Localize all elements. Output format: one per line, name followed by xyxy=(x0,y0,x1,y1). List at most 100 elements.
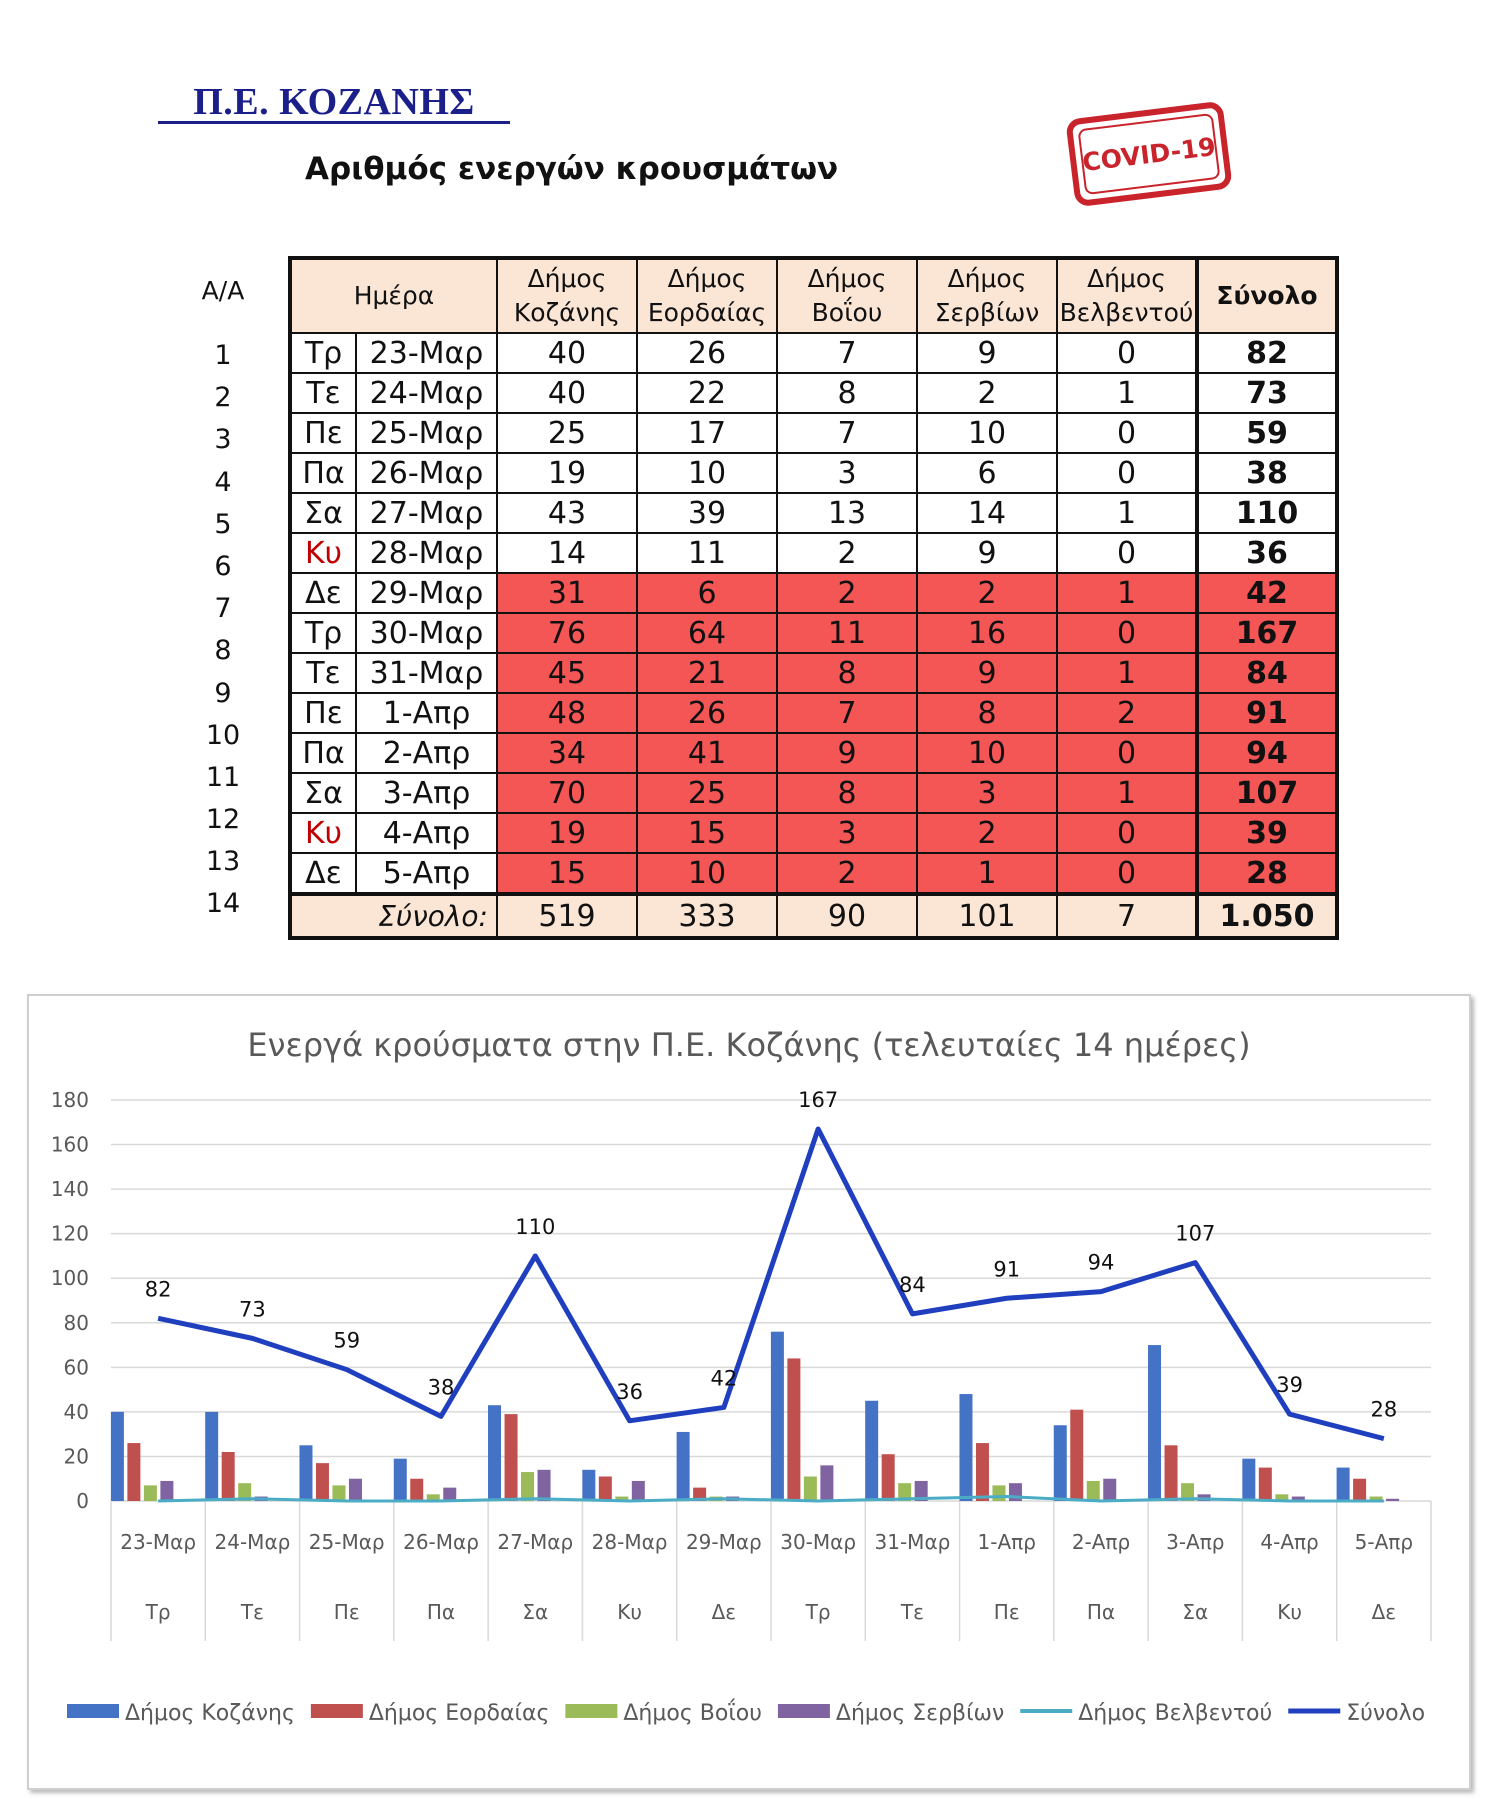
data-label: 38 xyxy=(428,1375,455,1399)
column-header: Δήμος Βελβεντού xyxy=(1056,257,1198,334)
date-cell: 2-Απρ xyxy=(355,732,498,774)
value-cell: 2 xyxy=(916,812,1058,854)
value-cell: 2 xyxy=(916,572,1058,614)
x-tick-label: 27-Μαρ xyxy=(497,1530,573,1554)
value-cell: 31 xyxy=(496,572,638,614)
y-tick-label: 40 xyxy=(64,1400,89,1424)
data-label: 39 xyxy=(1276,1373,1303,1397)
x-tick-dow: Πε xyxy=(334,1600,360,1624)
value-cell: 10 xyxy=(916,732,1058,774)
row-number: 4 xyxy=(214,466,232,498)
value-cell: 39 xyxy=(636,492,778,534)
day-of-week: Πα xyxy=(289,452,357,494)
row-total: 42 xyxy=(1195,572,1338,614)
day-of-week: Κυ xyxy=(289,812,357,854)
value-cell: 1 xyxy=(1056,652,1198,694)
bar xyxy=(881,1454,895,1501)
value-cell: 9 xyxy=(916,532,1058,574)
row-total: 38 xyxy=(1195,452,1338,494)
value-cell: 9 xyxy=(916,332,1058,374)
day-of-week: Σα xyxy=(289,492,357,534)
bar xyxy=(1181,1483,1195,1501)
x-tick-dow: Κυ xyxy=(1277,1600,1302,1624)
data-label: 84 xyxy=(899,1273,926,1297)
date-cell: 24-Μαρ xyxy=(355,372,498,414)
date-cell: 26-Μαρ xyxy=(355,452,498,494)
data-label: 94 xyxy=(1088,1251,1115,1275)
value-cell: 11 xyxy=(776,612,918,654)
row-total: 110 xyxy=(1195,492,1338,534)
day-of-week: Δε xyxy=(289,852,357,895)
x-tick-label: 29-Μαρ xyxy=(686,1530,762,1554)
bar xyxy=(1291,1496,1305,1501)
x-tick-label: 23-Μαρ xyxy=(120,1530,196,1554)
value-cell: 8 xyxy=(916,692,1058,734)
sum-cell: 101 xyxy=(916,892,1058,939)
legend-swatch xyxy=(67,1704,119,1718)
bar xyxy=(631,1480,645,1501)
value-cell: 1 xyxy=(1056,492,1198,534)
day-of-week: Τε xyxy=(289,652,357,694)
total-header: Σύνολο xyxy=(1195,257,1338,334)
x-tick-label: 28-Μαρ xyxy=(592,1530,668,1554)
sum-cell: 7 xyxy=(1056,892,1198,939)
value-cell: 43 xyxy=(496,492,638,534)
column-header-line: Σερβίων xyxy=(934,298,1040,327)
aa-column: 1 2 3 4 5 6 7 8 9 10 11 12 13 14 xyxy=(193,257,253,926)
x-tick-dow: Τε xyxy=(900,1600,924,1624)
x-tick-dow: Σα xyxy=(522,1600,548,1624)
bar xyxy=(488,1405,502,1501)
value-cell: 64 xyxy=(636,612,778,654)
bar xyxy=(1258,1467,1272,1501)
column-header: Δήμος Εορδαίας xyxy=(636,257,778,334)
table-row: Δε 29-Μαρ 31 6 2 2 1 42 xyxy=(289,572,1338,614)
bar xyxy=(221,1451,235,1501)
bar xyxy=(820,1465,834,1501)
data-label: 110 xyxy=(515,1215,555,1239)
date-cell: 27-Μαρ xyxy=(355,492,498,534)
row-number: 6 xyxy=(214,550,232,582)
value-cell: 2 xyxy=(776,852,918,895)
date-cell: 1-Απρ xyxy=(355,692,498,734)
table-row: Σα 27-Μαρ 43 39 13 14 1 110 xyxy=(289,492,1338,534)
data-label: 91 xyxy=(993,1257,1020,1281)
row-number: 3 xyxy=(214,424,232,456)
value-cell: 10 xyxy=(636,852,778,895)
title-underline xyxy=(158,121,510,124)
chart-title: Ενεργά κρούσματα στην Π.Ε. Κοζάνης (τελε… xyxy=(247,1026,1250,1064)
day-of-week: Πε xyxy=(289,412,357,454)
legend-swatch xyxy=(310,1704,363,1718)
bar xyxy=(205,1411,219,1501)
column-header-line: Δήμος xyxy=(807,264,887,293)
date-cell: 29-Μαρ xyxy=(355,572,498,614)
value-cell: 17 xyxy=(636,412,778,454)
x-tick-label: 3-Απρ xyxy=(1166,1530,1224,1554)
x-tick-dow: Πα xyxy=(1087,1600,1115,1624)
date-cell: 25-Μαρ xyxy=(355,412,498,454)
row-total: 39 xyxy=(1195,812,1338,854)
bar xyxy=(1164,1445,1178,1501)
value-cell: 19 xyxy=(496,812,638,854)
bar xyxy=(238,1483,252,1501)
y-tick-label: 60 xyxy=(64,1355,89,1379)
legend-label: Σύνολο xyxy=(1346,1701,1425,1726)
value-cell: 0 xyxy=(1056,852,1198,895)
bar xyxy=(582,1469,596,1501)
bar xyxy=(127,1443,141,1501)
value-cell: 2 xyxy=(916,372,1058,414)
row-total: 59 xyxy=(1195,412,1338,454)
value-cell: 9 xyxy=(916,652,1058,694)
row-number: 12 xyxy=(205,804,241,836)
x-tick-dow: Κυ xyxy=(617,1600,642,1624)
date-cell: 4-Απρ xyxy=(355,812,498,854)
date-cell: 28-Μαρ xyxy=(355,532,498,574)
value-cell: 0 xyxy=(1056,612,1198,654)
x-tick-dow: Τρ xyxy=(805,1600,831,1624)
value-cell: 41 xyxy=(636,732,778,774)
bar xyxy=(1148,1345,1162,1501)
value-cell: 1 xyxy=(1056,572,1198,614)
bar xyxy=(898,1483,912,1501)
table-row: Κυ 28-Μαρ 14 11 2 9 0 36 xyxy=(289,532,1338,574)
date-cell: 30-Μαρ xyxy=(355,612,498,654)
bar xyxy=(693,1487,707,1501)
